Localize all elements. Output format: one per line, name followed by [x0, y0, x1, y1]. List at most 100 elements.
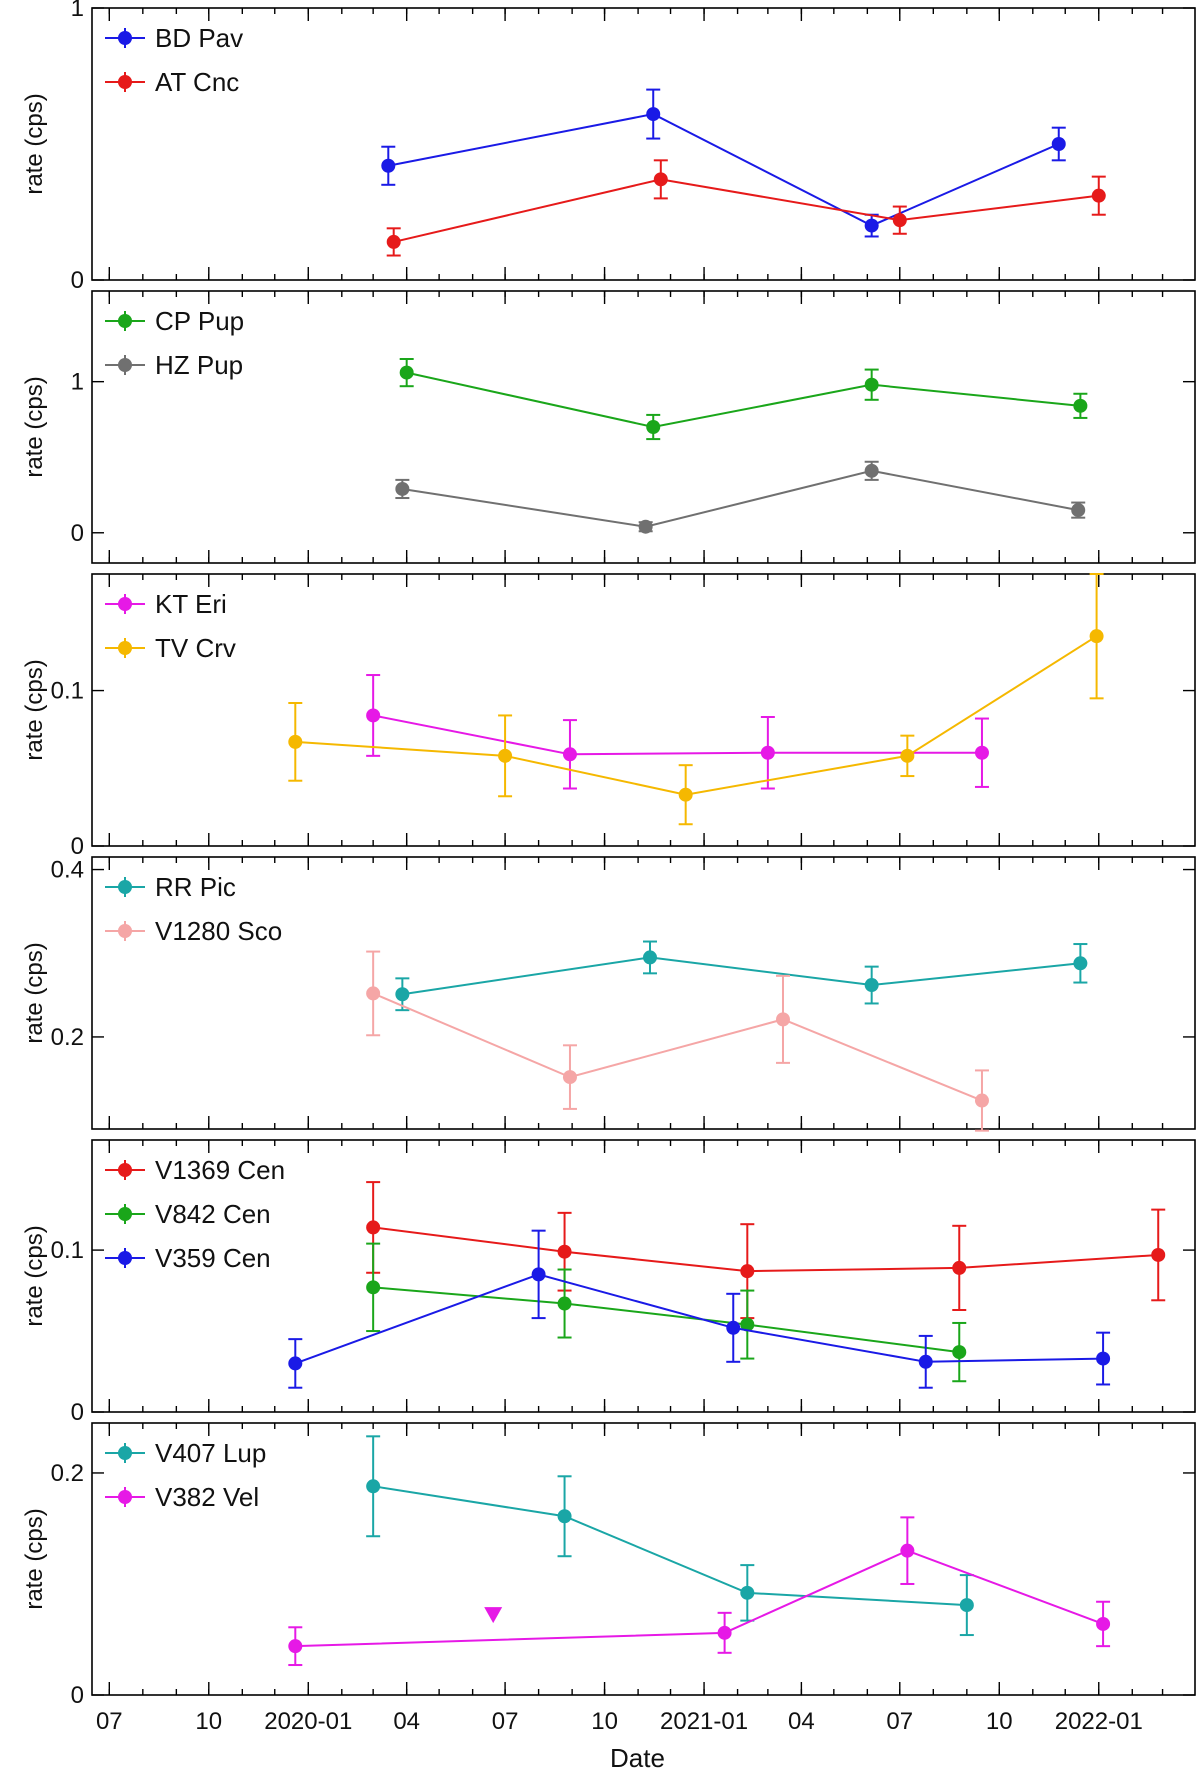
data-point [740, 1264, 755, 1279]
legend-label: KT Eri [155, 589, 227, 619]
legend-marker [118, 880, 132, 894]
series-line [372, 714, 982, 756]
legend-label: CP Pup [155, 306, 244, 336]
y-axis-label: rate (cps) [21, 1225, 48, 1326]
data-point [864, 463, 879, 478]
series-kt-eri [366, 674, 989, 790]
data-point [726, 1320, 741, 1335]
legend-label: V842 Cen [155, 1199, 271, 1229]
y-axis-label: rate (cps) [21, 376, 48, 477]
data-point [900, 748, 915, 763]
series-line [295, 635, 1098, 796]
legend-entry: HZ Pup [105, 350, 243, 380]
data-point [395, 987, 410, 1002]
panel-1: 0 1 rate (cps) BD Pav AT Cnc [21, 0, 1196, 294]
data-point [642, 950, 657, 965]
legend-label: V407 Lup [155, 1438, 266, 1468]
y-tick-label: 0 [71, 1682, 84, 1709]
data-point [952, 1260, 967, 1275]
y-axis-label: rate (cps) [21, 93, 48, 194]
data-point [288, 734, 303, 749]
data-point [892, 213, 907, 228]
data-point [775, 1012, 790, 1027]
data-point [918, 1354, 933, 1369]
series-line [402, 956, 1081, 996]
y-tick-label: 0 [71, 833, 84, 860]
panel-frame [91, 856, 1196, 1130]
legend-marker [118, 1490, 132, 1504]
legend-entry: V407 Lup [105, 1438, 266, 1468]
data-point [974, 745, 989, 760]
data-point [399, 365, 414, 380]
legend-marker [118, 924, 132, 938]
data-point [952, 1345, 967, 1360]
y-tick-label: 0.1 [51, 678, 84, 705]
x-axis: 07 10 2020-01 04 07 10 2021-01 04 07 10 2022-01 Dat… [96, 1708, 1143, 1773]
legend-marker [118, 75, 132, 89]
y-tick-label: 0 [71, 1399, 84, 1426]
data-point [366, 1479, 381, 1494]
legend-marker [118, 1207, 132, 1221]
series-at-cnc [386, 159, 1106, 257]
series-tv-crv [288, 573, 1104, 826]
series-rr-pic [395, 940, 1088, 1012]
legend-label: RR Pic [155, 872, 236, 902]
legend-entry: KT Eri [105, 589, 227, 619]
y-axis-label: rate (cps) [21, 942, 48, 1043]
data-point [366, 1280, 381, 1295]
series-v1369-cen [366, 1181, 1166, 1320]
legend-label: V359 Cen [155, 1243, 271, 1273]
series-v359-cen [288, 1229, 1111, 1389]
series-v407-lup [366, 1435, 974, 1637]
data-point [646, 107, 661, 122]
x-tick-label: 04 [788, 1708, 815, 1735]
legend-label: AT Cnc [155, 67, 239, 97]
x-tick-label: 07 [96, 1708, 123, 1735]
data-point [288, 1356, 303, 1371]
series-line [393, 178, 1099, 243]
panel-frame [91, 7, 1196, 281]
legend-marker [118, 597, 132, 611]
data-point [395, 481, 410, 496]
data-point [1071, 503, 1086, 518]
data-point [288, 1639, 303, 1654]
x-axis-label: Date [610, 1743, 665, 1773]
upper-limit-marker [484, 1607, 503, 1624]
legend-marker [118, 1446, 132, 1460]
series-cp-pup [399, 358, 1088, 441]
data-point [974, 1093, 989, 1108]
series-line [373, 1286, 960, 1354]
data-point [638, 519, 653, 534]
legend-label: BD Pav [155, 23, 243, 53]
data-point [760, 745, 775, 760]
legend-label: V1369 Cen [155, 1155, 285, 1185]
data-point [864, 218, 879, 233]
series-line [294, 1273, 1104, 1365]
series-line [372, 992, 983, 1102]
legend-entry: RR Pic [105, 872, 236, 902]
data-point [366, 1220, 381, 1235]
y-tick-label: 0.2 [51, 1460, 84, 1487]
data-point [557, 1509, 572, 1524]
legend-marker [118, 1163, 132, 1177]
data-point [717, 1625, 732, 1640]
legend-entry: TV Crv [105, 633, 236, 663]
data-point [653, 172, 668, 187]
data-point [1051, 137, 1066, 151]
legend-label: TV Crv [155, 633, 236, 663]
data-point [678, 787, 693, 802]
legend-entry: V842 Cen [105, 1199, 271, 1229]
x-tick-label: 2020-01 [264, 1708, 352, 1735]
data-point [557, 1244, 572, 1259]
y-tick-label: 0.4 [51, 857, 84, 884]
series-line [373, 1485, 967, 1607]
panel-2: 0 1 rate (cps) CP Pup HZ Pup [21, 290, 1196, 564]
panel-4: 0.2 0.4 rate (cps) RR Pic V1280 Sco [21, 856, 1196, 1132]
data-point [864, 377, 879, 392]
legend-entry: BD Pav [105, 23, 243, 53]
series-line [406, 371, 1081, 429]
data-point [366, 708, 381, 723]
